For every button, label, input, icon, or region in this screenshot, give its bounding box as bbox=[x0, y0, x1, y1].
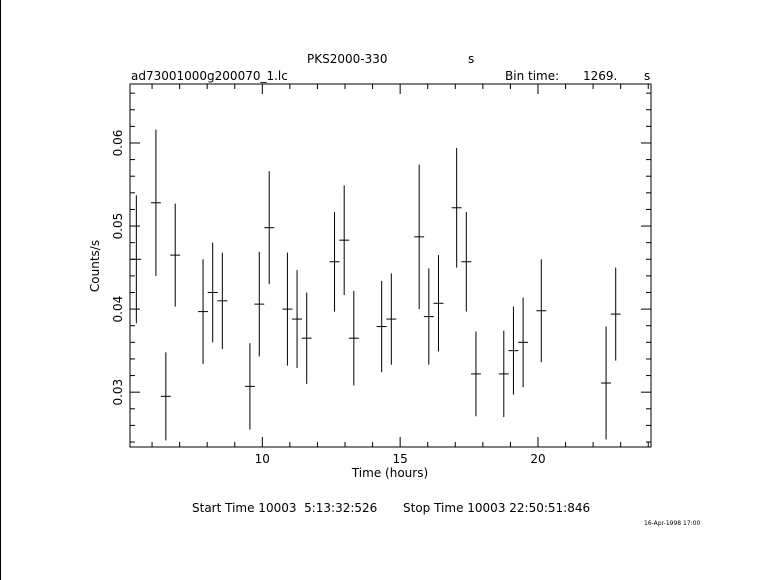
data-point bbox=[292, 270, 303, 369]
data-point bbox=[329, 211, 340, 312]
data-point bbox=[160, 352, 171, 441]
plot-frame bbox=[129, 83, 652, 448]
y-tick-label: 0.03 bbox=[111, 379, 125, 406]
data-point bbox=[264, 171, 275, 285]
data-point bbox=[601, 326, 612, 440]
data-point bbox=[339, 185, 350, 295]
x-tick-label: 20 bbox=[530, 452, 545, 466]
window-left-border bbox=[0, 0, 1, 580]
data-point bbox=[254, 251, 265, 357]
x-tick-label: 10 bbox=[255, 452, 270, 466]
data-point bbox=[461, 211, 472, 312]
data-point bbox=[282, 252, 293, 366]
data-point bbox=[536, 259, 547, 363]
bin-time-value: 1269. bbox=[583, 69, 618, 83]
data-point bbox=[348, 290, 359, 386]
chart-title: PKS2000-330 bbox=[307, 52, 388, 66]
data-point bbox=[386, 273, 397, 365]
y-tick-label: 0.06 bbox=[111, 130, 125, 157]
data-point bbox=[376, 280, 387, 373]
y-tick-label: 0.05 bbox=[111, 213, 125, 240]
data-point bbox=[498, 330, 509, 418]
data-point bbox=[433, 255, 444, 352]
bin-time-label: Bin time: bbox=[505, 69, 560, 83]
data-point bbox=[610, 267, 621, 361]
stop-time: Stop Time 10003 22:50:51:846 bbox=[403, 501, 591, 515]
data-point bbox=[131, 195, 142, 324]
data-point bbox=[207, 242, 218, 343]
data-point bbox=[198, 259, 209, 364]
y-axis-label: Counts/s bbox=[88, 240, 102, 292]
data-point bbox=[508, 306, 519, 395]
data-point bbox=[470, 331, 481, 417]
data-point bbox=[518, 297, 529, 388]
bin-time-unit: s bbox=[644, 69, 651, 83]
data-point bbox=[451, 147, 462, 268]
data-point bbox=[414, 164, 425, 310]
data-point bbox=[217, 252, 228, 349]
y-tick-label: 0.04 bbox=[111, 296, 125, 323]
data-point bbox=[423, 268, 434, 365]
data-point bbox=[301, 292, 312, 384]
data-point bbox=[244, 343, 255, 430]
file-name: ad73001000g200070_1.lc bbox=[131, 69, 288, 83]
data-point bbox=[170, 203, 181, 307]
x-tick-label: 15 bbox=[393, 452, 408, 466]
x-axis-label: Time (hours) bbox=[351, 466, 428, 480]
date-stamp: 16-Apr-1998 17:00 bbox=[644, 520, 701, 527]
start-time: Start Time 10003 5:13:32:526 bbox=[192, 501, 378, 515]
data-point bbox=[150, 129, 161, 276]
title-unit: s bbox=[468, 52, 475, 66]
